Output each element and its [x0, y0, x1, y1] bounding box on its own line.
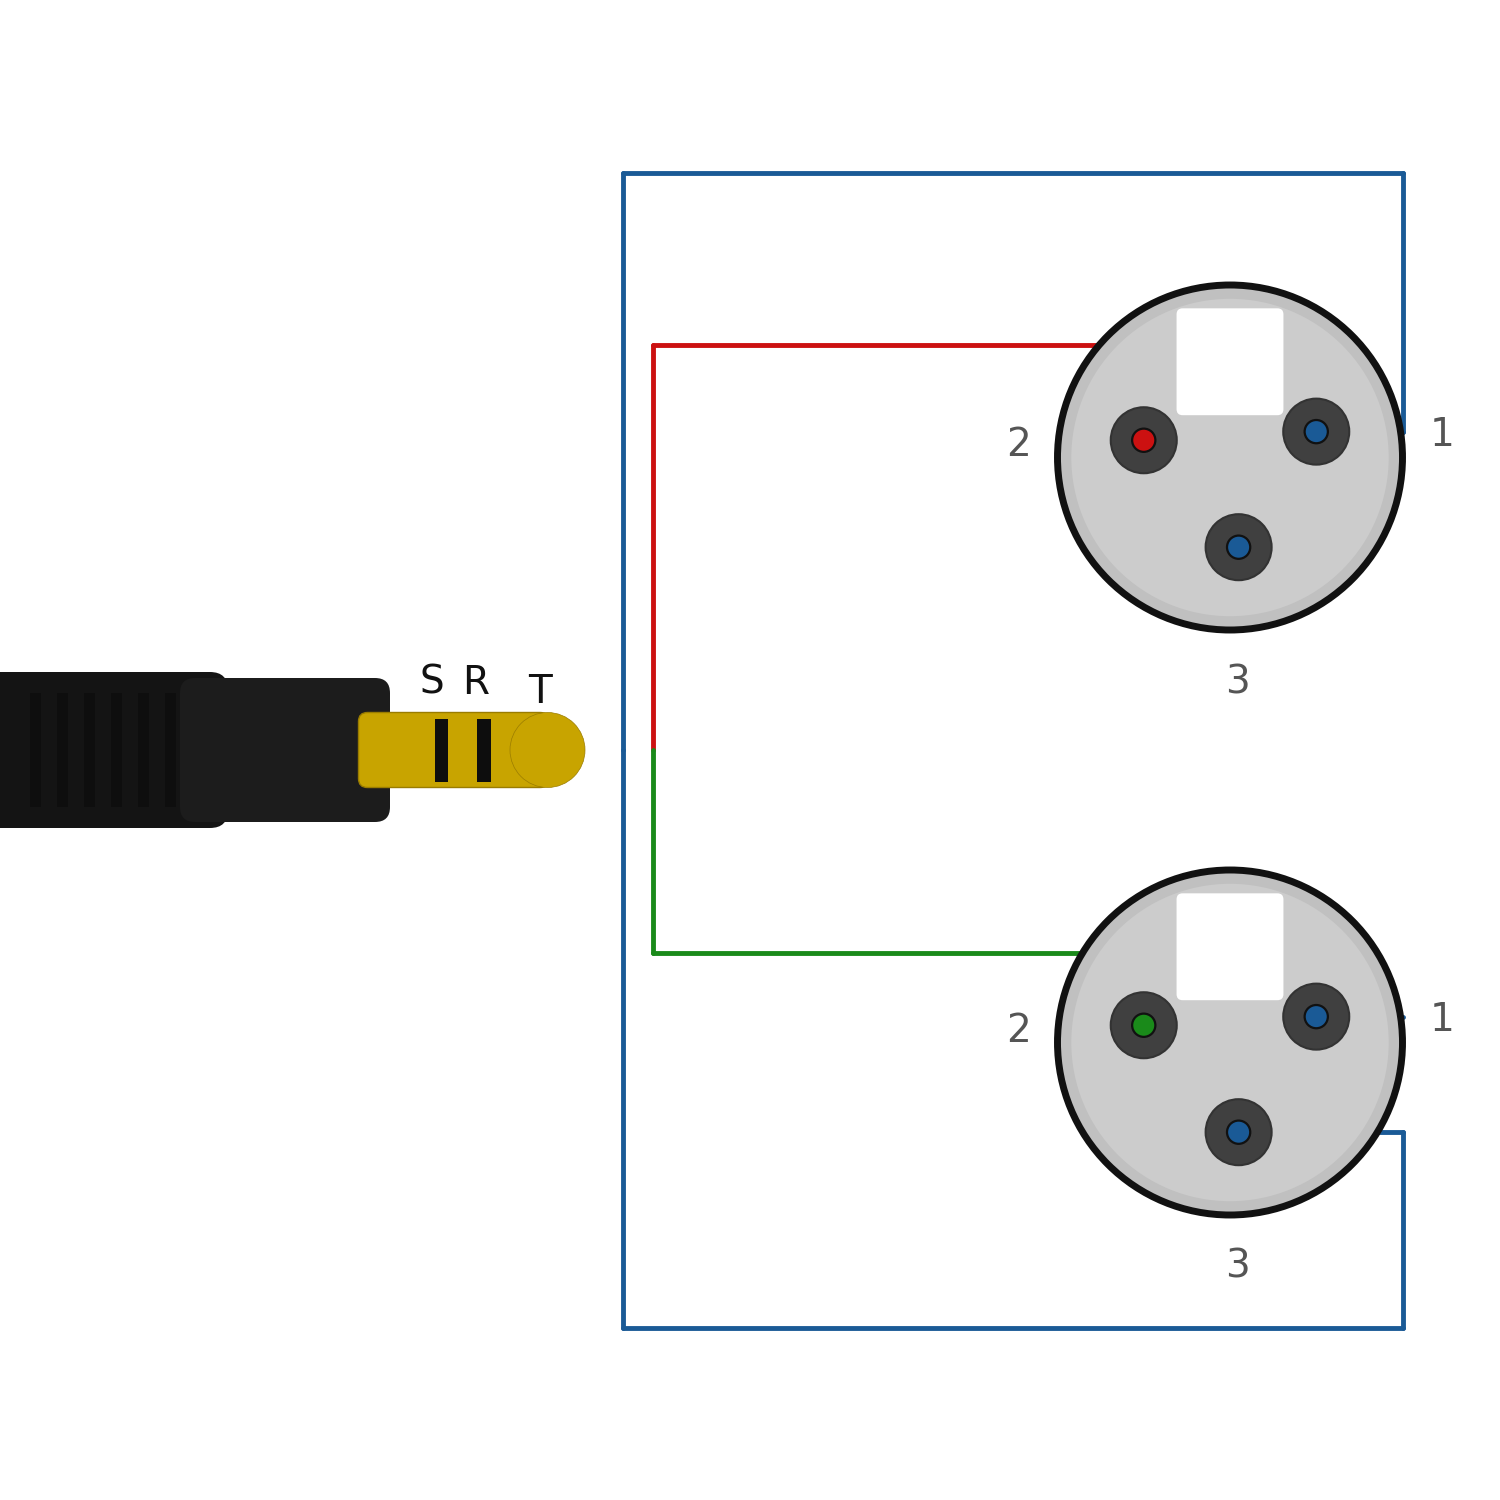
FancyBboxPatch shape — [1176, 309, 1284, 416]
Circle shape — [1305, 1007, 1326, 1028]
Circle shape — [1134, 1017, 1152, 1035]
Text: S: S — [420, 664, 444, 702]
Circle shape — [1110, 993, 1176, 1059]
FancyBboxPatch shape — [180, 678, 390, 822]
Circle shape — [1131, 1013, 1156, 1038]
Bar — [111, 693, 122, 807]
Circle shape — [1134, 432, 1152, 450]
Circle shape — [1230, 1124, 1248, 1142]
Circle shape — [1134, 1014, 1155, 1035]
Bar — [30, 693, 40, 807]
Circle shape — [1226, 1119, 1251, 1144]
Circle shape — [1206, 514, 1272, 580]
Circle shape — [1071, 298, 1389, 616]
Circle shape — [1131, 427, 1156, 453]
Circle shape — [1306, 1008, 1326, 1026]
Circle shape — [1226, 534, 1251, 560]
FancyBboxPatch shape — [1176, 894, 1284, 1001]
Text: 3: 3 — [1226, 663, 1250, 700]
Bar — [57, 693, 68, 807]
Bar — [477, 718, 490, 782]
Circle shape — [1058, 870, 1402, 1215]
Bar — [165, 693, 176, 807]
Circle shape — [1305, 422, 1326, 442]
Circle shape — [1306, 423, 1326, 441]
Circle shape — [510, 712, 585, 788]
FancyBboxPatch shape — [0, 672, 228, 828]
FancyBboxPatch shape — [358, 712, 549, 788]
Text: R: R — [462, 664, 489, 702]
Text: 1: 1 — [1430, 416, 1455, 454]
Circle shape — [1282, 984, 1350, 1050]
Text: 2: 2 — [1005, 1011, 1031, 1050]
Circle shape — [1304, 1004, 1329, 1029]
Circle shape — [1110, 408, 1176, 474]
Text: 3: 3 — [1226, 1248, 1250, 1286]
Ellipse shape — [180, 687, 315, 813]
Circle shape — [1228, 1122, 1250, 1143]
Circle shape — [1230, 538, 1248, 556]
Circle shape — [1134, 430, 1155, 451]
Bar — [435, 718, 448, 782]
Bar — [84, 693, 94, 807]
Text: T: T — [528, 674, 552, 711]
Circle shape — [1071, 884, 1389, 1202]
Bar — [138, 693, 148, 807]
Text: 2: 2 — [1005, 426, 1031, 465]
Circle shape — [1206, 1100, 1272, 1166]
Circle shape — [1304, 419, 1329, 444]
Circle shape — [1228, 537, 1250, 558]
Circle shape — [1282, 399, 1350, 465]
Text: 1: 1 — [1430, 1000, 1455, 1039]
Circle shape — [1058, 285, 1402, 630]
